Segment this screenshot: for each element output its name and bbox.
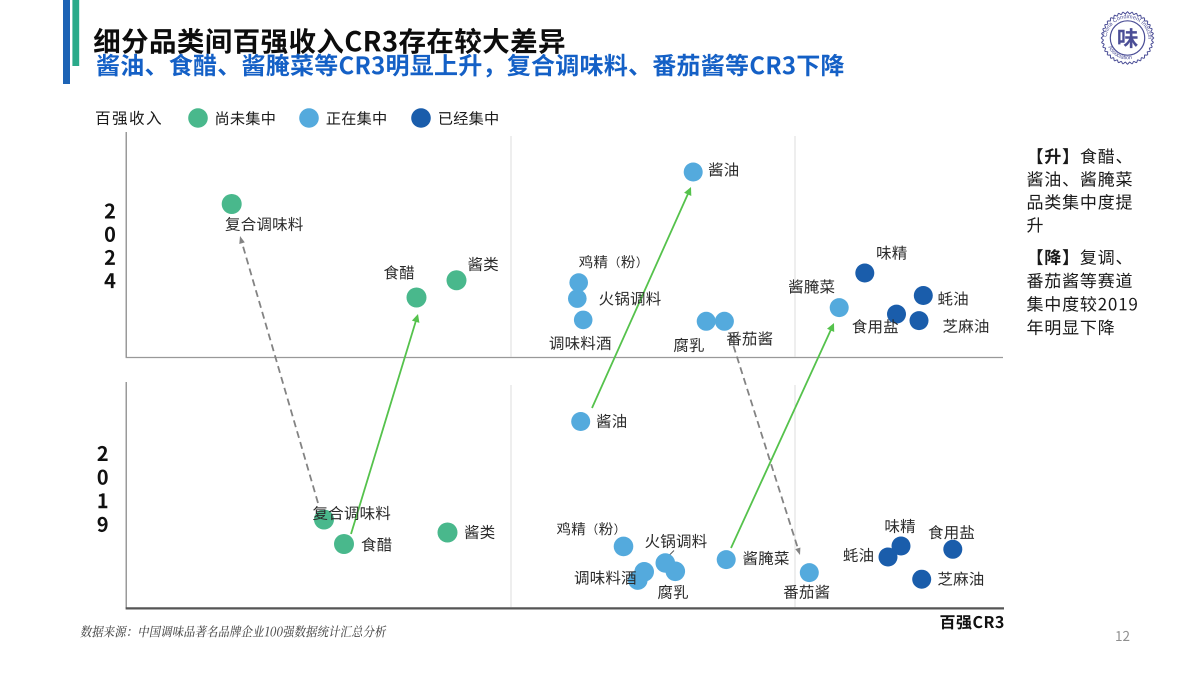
svg-text:China Condiment Industrial: China Condiment Industrial bbox=[0, 0, 1152, 39]
